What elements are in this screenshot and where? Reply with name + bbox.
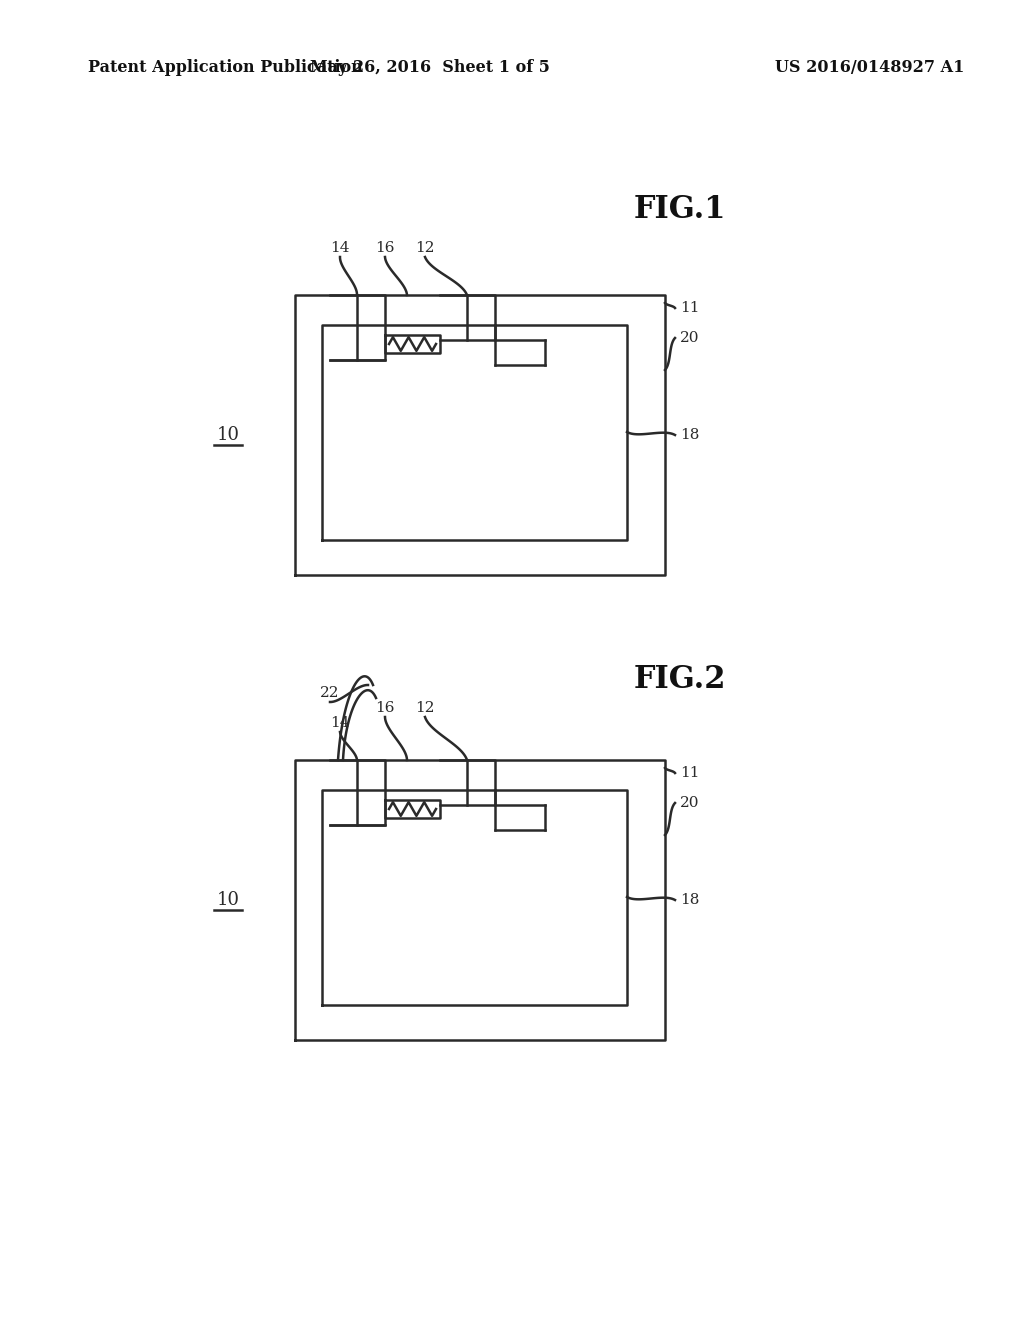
- Text: 20: 20: [680, 331, 699, 345]
- Text: 18: 18: [680, 428, 699, 442]
- Text: 12: 12: [416, 701, 435, 715]
- Text: 16: 16: [375, 242, 394, 255]
- Text: May 26, 2016  Sheet 1 of 5: May 26, 2016 Sheet 1 of 5: [310, 59, 550, 77]
- Text: US 2016/0148927 A1: US 2016/0148927 A1: [775, 59, 965, 77]
- Text: 11: 11: [680, 766, 699, 780]
- Text: 22: 22: [321, 686, 340, 700]
- Text: 16: 16: [375, 701, 394, 715]
- Text: 10: 10: [216, 426, 240, 444]
- Text: 14: 14: [331, 242, 350, 255]
- Text: 14: 14: [331, 715, 350, 730]
- Text: 10: 10: [216, 891, 240, 909]
- Text: 11: 11: [680, 301, 699, 315]
- Text: Patent Application Publication: Patent Application Publication: [88, 59, 362, 77]
- Text: FIG.2: FIG.2: [634, 664, 726, 696]
- Text: 18: 18: [680, 894, 699, 907]
- Text: 20: 20: [680, 796, 699, 810]
- Text: 12: 12: [416, 242, 435, 255]
- Text: FIG.1: FIG.1: [634, 194, 726, 226]
